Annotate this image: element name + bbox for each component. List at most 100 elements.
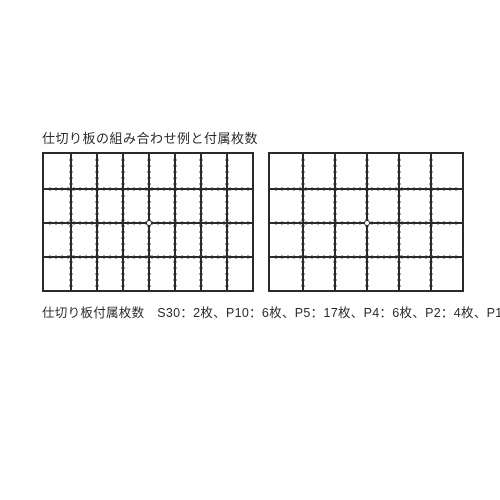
dot (148, 231, 151, 234)
dot (70, 225, 73, 228)
dot (302, 177, 305, 180)
dot (49, 188, 52, 191)
dot (174, 225, 177, 228)
dot (115, 256, 118, 259)
dot (127, 256, 130, 259)
dot (398, 201, 401, 204)
dot (293, 222, 296, 225)
dot (217, 188, 220, 191)
dot (430, 273, 433, 276)
dot (353, 188, 356, 191)
dot (398, 171, 401, 174)
dot (229, 222, 232, 225)
dot (366, 165, 369, 168)
dot (226, 171, 229, 174)
dot (302, 183, 305, 186)
dot (329, 256, 332, 259)
dot (311, 188, 314, 191)
dot (200, 213, 203, 216)
dot (334, 237, 337, 240)
dot (334, 279, 337, 282)
dot (174, 255, 177, 258)
dot (174, 207, 177, 210)
dot (287, 222, 290, 225)
dot (96, 231, 99, 234)
dot (55, 188, 58, 191)
dot (366, 189, 369, 192)
dot (226, 255, 229, 258)
dot (329, 188, 332, 191)
dot (79, 256, 82, 259)
dot (419, 256, 422, 259)
dot (449, 188, 452, 191)
dot (398, 255, 401, 258)
dot (174, 219, 177, 222)
dot (55, 256, 58, 259)
dot (211, 188, 214, 191)
dot (122, 255, 125, 258)
dot (398, 213, 401, 216)
dot (200, 279, 203, 282)
dot (200, 273, 203, 276)
dot (334, 267, 337, 270)
dot (174, 285, 177, 288)
dot (419, 188, 422, 191)
dot (96, 183, 99, 186)
dot (174, 237, 177, 240)
dot (341, 222, 344, 225)
dot (174, 267, 177, 270)
dot (302, 267, 305, 270)
dot (437, 188, 440, 191)
dot (122, 165, 125, 168)
dot (430, 243, 433, 246)
dot (174, 261, 177, 264)
dot (407, 188, 410, 191)
dot (226, 177, 229, 180)
dot (302, 279, 305, 282)
dot (334, 201, 337, 204)
dot (334, 225, 337, 228)
dot (70, 189, 73, 192)
dot (366, 183, 369, 186)
dot (70, 285, 73, 288)
dot (437, 256, 440, 259)
dot (96, 201, 99, 204)
dot (70, 171, 73, 174)
dot (200, 225, 203, 228)
dot (334, 243, 337, 246)
dot (347, 256, 350, 259)
dot (200, 231, 203, 234)
dot (163, 188, 166, 191)
dot (430, 165, 433, 168)
dot (200, 201, 203, 204)
dot (293, 188, 296, 191)
dot (235, 256, 238, 259)
dot (200, 195, 203, 198)
dot (334, 171, 337, 174)
dot (226, 213, 229, 216)
dot (302, 231, 305, 234)
dot (430, 183, 433, 186)
dot (109, 222, 112, 225)
grid-pair (42, 152, 464, 292)
dot (334, 273, 337, 276)
dot (70, 267, 73, 270)
dot (366, 273, 369, 276)
dot (334, 189, 337, 192)
dot (79, 188, 82, 191)
dot (443, 188, 446, 191)
dot (302, 219, 305, 222)
dot (430, 279, 433, 282)
dot (430, 159, 433, 162)
dot (70, 159, 73, 162)
dot (430, 237, 433, 240)
dot (334, 207, 337, 210)
dot (73, 188, 76, 191)
dot (200, 171, 203, 174)
dot (122, 231, 125, 234)
dot (430, 267, 433, 270)
dot (109, 188, 112, 191)
dot (96, 261, 99, 264)
dot (235, 188, 238, 191)
dot (133, 256, 136, 259)
